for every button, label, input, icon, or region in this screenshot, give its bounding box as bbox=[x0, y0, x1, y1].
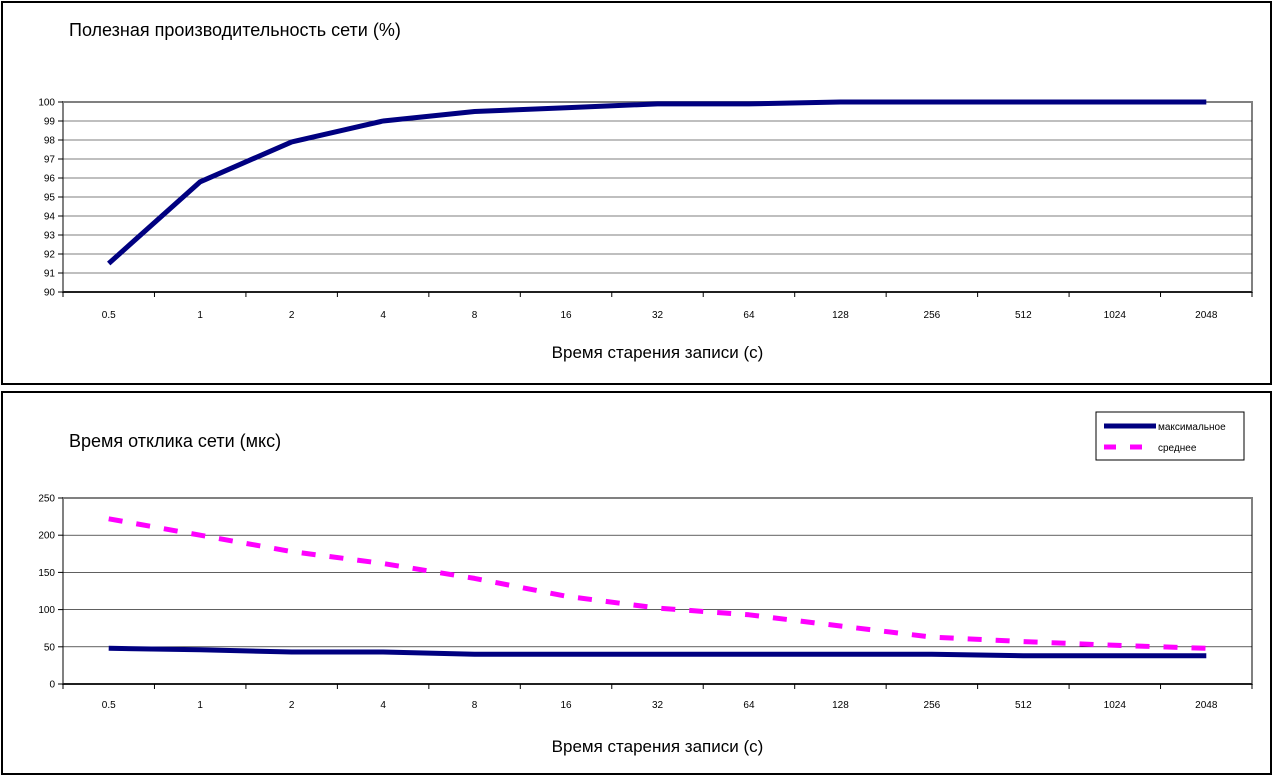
x-tick-label: 1024 bbox=[1104, 700, 1127, 711]
y-tick-label: 92 bbox=[44, 250, 56, 261]
x-tick-label: 32 bbox=[652, 310, 664, 321]
y-tick-label: 95 bbox=[44, 193, 56, 204]
chart-title: Время отклика сети (мкс) bbox=[69, 431, 281, 451]
y-tick-label: 96 bbox=[44, 174, 56, 185]
x-tick-label: 256 bbox=[924, 310, 941, 321]
y-tick-label: 99 bbox=[44, 117, 56, 128]
series-line-0 bbox=[107, 99, 1207, 266]
y-tick-label: 97 bbox=[44, 155, 56, 166]
y-tick-label: 50 bbox=[44, 642, 56, 653]
x-tick-label: 16 bbox=[560, 700, 572, 711]
x-tick-label: 2 bbox=[289, 700, 295, 711]
x-tick-label: 128 bbox=[832, 310, 849, 321]
y-tick-label: 90 bbox=[44, 288, 56, 299]
x-tick-label: 0.5 bbox=[102, 310, 116, 321]
y-tick-label: 100 bbox=[38, 98, 55, 109]
x-tick-label: 0.5 bbox=[102, 700, 116, 711]
y-tick-label: 91 bbox=[44, 269, 56, 280]
x-tick-label: 512 bbox=[1015, 310, 1032, 321]
legend: максимальное среднее bbox=[1095, 411, 1245, 461]
response-time-chart-panel: 0 50 100 150 200 250 0.5 1 2 4 8 16 32 64 128 256 512 102… bbox=[0, 390, 1274, 778]
x-axis-title: Время старения записи (с) bbox=[552, 343, 764, 362]
x-axis-title: Время старения записи (с) bbox=[552, 737, 764, 756]
x-tick-label: 4 bbox=[380, 310, 386, 321]
x-tick-label: 64 bbox=[743, 700, 755, 711]
legend-label-среднее: среднее bbox=[1158, 443, 1197, 454]
legend-box bbox=[1095, 411, 1245, 461]
chart-title: Полезная производительность сети (%) bbox=[69, 20, 401, 40]
y-tick-label: 150 bbox=[38, 568, 55, 579]
y-tick-label: 94 bbox=[44, 212, 56, 223]
x-tick-label: 256 bbox=[924, 700, 941, 711]
y-tick-label: 93 bbox=[44, 231, 56, 242]
y-tick-label: 0 bbox=[49, 680, 55, 691]
throughput-chart: 90 91 92 93 94 95 96 97 98 99 100 0.5 1 2 4 8 16 32 64 128 2… bbox=[1, 1, 1272, 385]
y-tick-label: 200 bbox=[38, 531, 55, 542]
y-tick-label: 250 bbox=[38, 494, 55, 505]
x-tick-label: 1 bbox=[197, 310, 203, 321]
x-tick-label: 2 bbox=[289, 310, 295, 321]
x-tick-label: 32 bbox=[652, 700, 664, 711]
x-tick-label: 8 bbox=[472, 700, 478, 711]
throughput-chart-panel: 90 91 92 93 94 95 96 97 98 99 100 0.5 1 2 4 8 16 32 64 128 2… bbox=[0, 0, 1274, 388]
legend-label-максимальное: максимальное bbox=[1158, 422, 1226, 433]
x-tick-label: 1024 bbox=[1104, 310, 1127, 321]
x-tick-label: 512 bbox=[1015, 700, 1032, 711]
y-tick-label: 100 bbox=[38, 605, 55, 616]
x-tick-label: 2048 bbox=[1195, 310, 1218, 321]
x-tick-label: 64 bbox=[743, 310, 755, 321]
y-tick-label: 98 bbox=[44, 136, 56, 147]
response-time-chart: 0 50 100 150 200 250 0.5 1 2 4 8 16 32 64 128 256 512 102… bbox=[1, 391, 1272, 775]
x-tick-label: 16 bbox=[560, 310, 572, 321]
x-tick-label: 4 bbox=[380, 700, 386, 711]
x-tick-label: 128 bbox=[832, 700, 849, 711]
series-line-максимальное bbox=[108, 645, 1207, 659]
x-tick-label: 1 bbox=[197, 700, 203, 711]
x-tick-label: 8 bbox=[472, 310, 478, 321]
x-tick-label: 2048 bbox=[1195, 700, 1218, 711]
